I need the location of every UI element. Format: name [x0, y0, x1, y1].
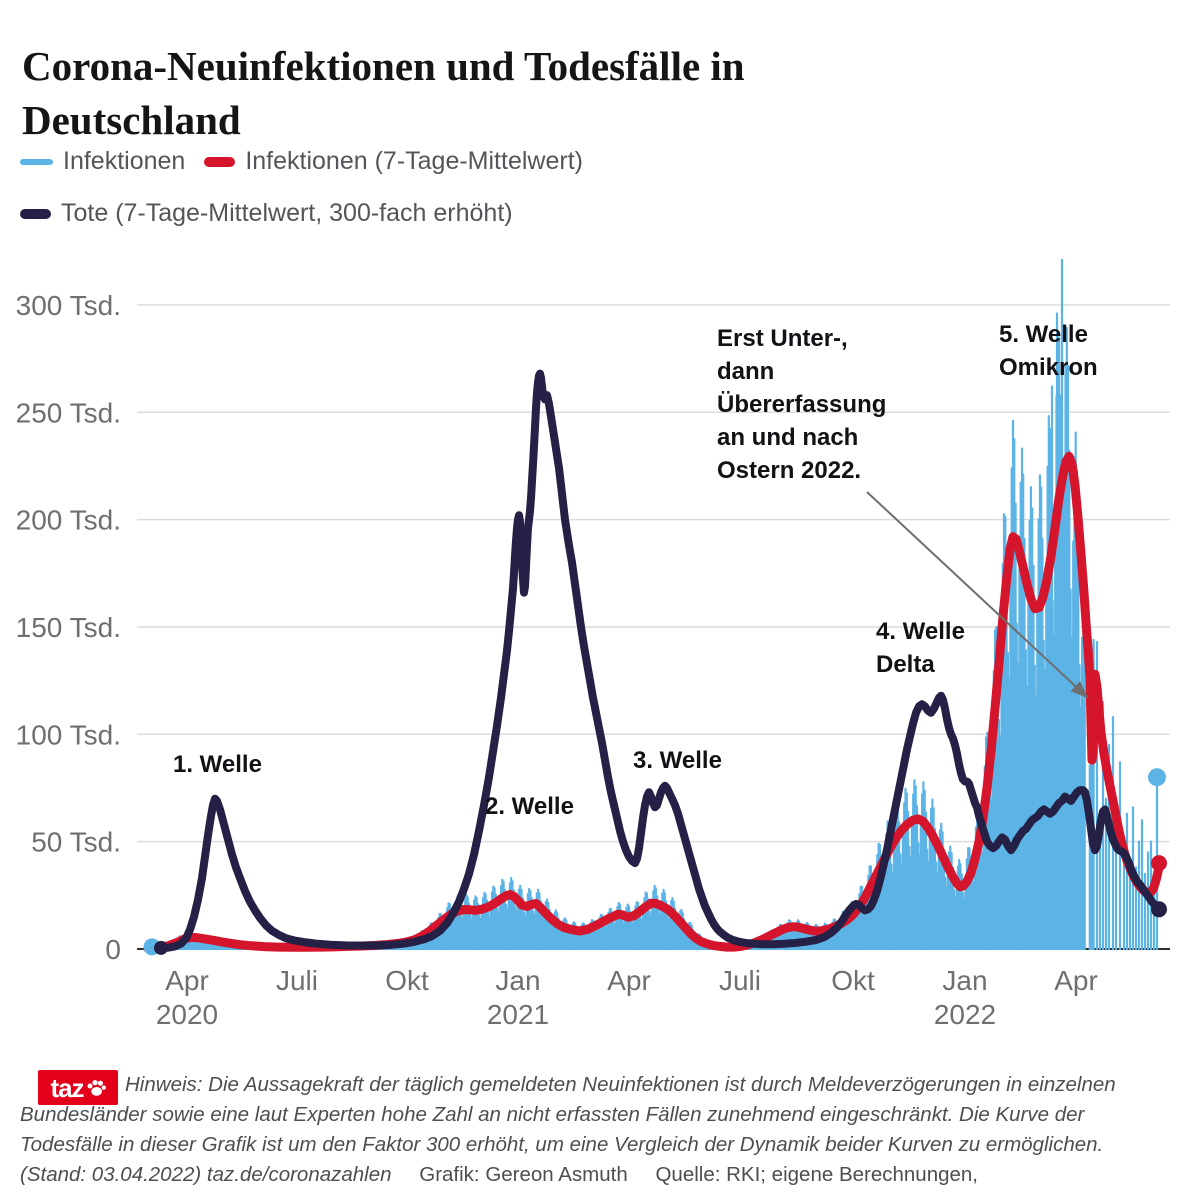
footer-credit-source: Quelle: RKI; eigene Berechnungen, — [655, 1163, 978, 1186]
x-tick-label: Juli — [276, 965, 318, 996]
x-tick-label: Juli — [719, 965, 761, 996]
paw-icon — [87, 1079, 106, 1096]
x-tick-label: Jan — [942, 965, 987, 996]
legend-label-deaths: Tote (7-Tage-Mittelwert, 300-fach erhöht… — [61, 199, 513, 227]
x-tick-year-label: 2021 — [487, 999, 549, 1030]
legend-label-infections-avg: Infektionen (7-Tage-Mittelwert) — [245, 147, 583, 175]
x-tick-label: Okt — [831, 965, 875, 996]
legend: Infektionen Infektionen (7-Tage-Mittelwe… — [20, 147, 602, 252]
chart: 300 Tsd. 250 Tsd. 200 Tsd. 150 Tsd. 100 Tsd.… — [16, 258, 1170, 1030]
footer-stand: (Stand: 03.04.2022) taz.de/coronazahlen — [20, 1163, 392, 1186]
y-tick-label: 100 Tsd. — [16, 719, 121, 750]
infections-legend-dash-icon — [20, 158, 53, 165]
deaths-legend-dash-icon — [20, 208, 51, 219]
series-endpoint-dot — [1151, 901, 1167, 918]
y-tick-label: 250 Tsd. — [16, 397, 121, 428]
series-endpoint-dot — [1148, 768, 1166, 787]
page-title: Corona-Neuinfektionen und Todesfälle in … — [22, 43, 745, 144]
legend-label-infections: Infektionen — [63, 147, 186, 175]
x-tick-label: Jan — [495, 965, 540, 996]
series-endpoint-dot — [154, 940, 168, 955]
footer-credits-line: (Stand: 03.04.2022) taz.de/coronazahlen … — [20, 1162, 1190, 1188]
infections-avg-legend-dash-icon — [204, 156, 236, 167]
y-tick-label: 150 Tsd. — [16, 612, 121, 643]
y-tick-label: 200 Tsd. — [16, 505, 121, 536]
series-endpoint-dot — [1151, 855, 1167, 872]
x-tick-label: Okt — [385, 965, 429, 996]
legend-row-2: Tote (7-Tage-Mittelwert, 300-fach erhöht… — [20, 199, 602, 227]
footer-credit-graphic: Grafik: Gereon Asmuth — [419, 1163, 628, 1186]
footer-note-line-3: Todesfälle in dieser Grafik ist um den F… — [20, 1133, 1104, 1156]
x-tick-label: Apr — [165, 965, 209, 996]
annotation-arrow — [866, 491, 1089, 699]
footer-note-line-2: Bundesländer sowie eine laut Experten ho… — [20, 1103, 1085, 1126]
x-tick-year-label: 2022 — [934, 999, 996, 1030]
y-tick-label: 50 Tsd. — [31, 827, 121, 858]
deaths-avg-line — [157, 369, 1164, 953]
taz-logo: taz — [38, 1070, 118, 1105]
taz-logo-text: taz — [50, 1072, 84, 1103]
x-tick-label: Apr — [1054, 965, 1098, 996]
x-tick-year-label: 2020 — [156, 999, 218, 1030]
legend-row-1: Infektionen Infektionen (7-Tage-Mittelwe… — [20, 147, 602, 175]
y-tick-label: 0 — [105, 934, 121, 965]
y-tick-label: 300 Tsd. — [16, 290, 121, 321]
footer-note-line-1: Hinweis: Die Aussagekraft der täglich ge… — [125, 1073, 1116, 1096]
x-tick-label: Apr — [607, 965, 651, 996]
